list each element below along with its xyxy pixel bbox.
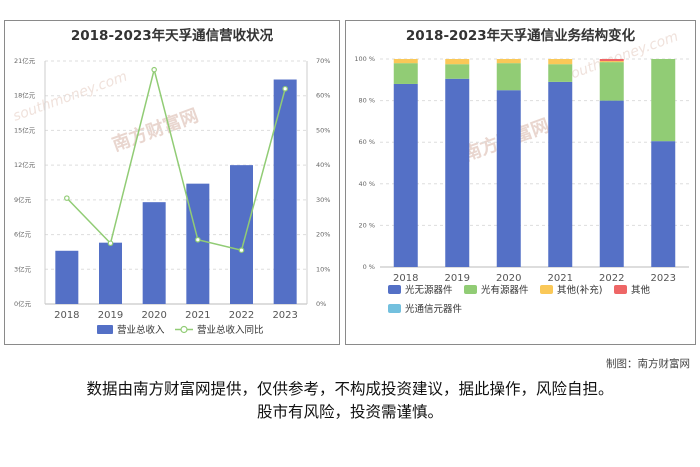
y-right-tick-label: 50%	[316, 126, 330, 134]
legend-label: 光无源器件	[405, 284, 453, 296]
x-tick-label: 2023	[272, 310, 297, 321]
legend-swatch	[388, 304, 401, 313]
x-tick-label: 2018	[54, 310, 79, 321]
x-tick-label: 2020	[496, 273, 521, 284]
x-tick-label: 2021	[548, 273, 573, 284]
y-right-tick-label: 10%	[316, 265, 330, 273]
stack-segment	[393, 83, 418, 268]
y-tick-label: 60 %	[358, 138, 375, 146]
y-left-tick-label: 15亿元	[14, 125, 36, 134]
yoy-point	[238, 247, 245, 253]
revenue-bar	[55, 250, 79, 304]
stack-segment	[548, 59, 573, 65]
stack-segment	[651, 141, 676, 267]
legend-swatch-revenue	[97, 325, 113, 334]
x-tick-label: 2018	[393, 273, 418, 284]
y-left-tick-label: 12亿元	[14, 160, 36, 169]
disclaimer-line-1: 数据由南方财富网提供，仅供参考，不构成投资建议，据此操作，风险自担。	[86, 380, 614, 398]
stack-segment	[496, 90, 521, 267]
yoy-point	[107, 240, 114, 247]
revenue-chart-title: 2018-2023年天孚通信营收状况	[70, 28, 274, 44]
revenue-bar	[142, 202, 166, 304]
y-left-tick-label: 21亿元	[14, 56, 36, 65]
stack-segment	[599, 100, 624, 267]
x-tick-label: 2021	[185, 310, 210, 321]
y-tick-label: 80 %	[358, 97, 375, 105]
structure-chart-title: 2018-2023年天孚通信业务结构变化	[405, 28, 636, 44]
legend-label: 其他	[631, 284, 651, 296]
y-right-tick-label: 0%	[316, 300, 326, 308]
stack-segment	[599, 59, 624, 62]
yoy-point	[282, 85, 288, 92]
legend-label-revenue: 营业总收入	[117, 324, 165, 336]
stack-segment	[393, 59, 418, 64]
stack-segment	[599, 62, 624, 101]
x-tick-label: 2023	[651, 273, 676, 284]
revenue-bar	[230, 165, 253, 304]
stack-segment	[393, 63, 418, 84]
y-right-tick-label: 70%	[316, 57, 330, 65]
legend-swatch	[614, 285, 627, 294]
stack-segment	[445, 64, 470, 79]
y-right-tick-label: 30%	[316, 196, 330, 204]
legend-label: 光有源器件	[481, 284, 529, 296]
y-right-tick-label: 60%	[316, 92, 330, 100]
stack-segment	[445, 78, 470, 267]
y-left-tick-label: 0亿元	[14, 299, 32, 308]
y-left-tick-label: 9亿元	[14, 195, 32, 204]
chart-credit: 制图：南方财富网	[606, 358, 690, 370]
yoy-line	[66, 69, 286, 252]
stack-segment	[651, 59, 676, 142]
stack-segment	[445, 59, 470, 65]
x-tick-label: 2019	[98, 310, 123, 321]
y-right-tick-label: 20%	[316, 231, 330, 239]
y-tick-label: 20 %	[358, 221, 375, 229]
stack-segment	[548, 64, 573, 82]
revenue-bar	[186, 183, 210, 304]
revenue-chart-panel: 2018-2023年天孚通信营收状况 南方财富网 southmoney.com 0亿…	[4, 20, 340, 345]
yoy-point	[195, 236, 201, 243]
stack-segment	[496, 63, 521, 91]
structure-chart-panel: 2018-2023年天孚通信业务结构变化 南方财富网southmoney.com…	[345, 20, 696, 345]
y-tick-label: 100 %	[354, 55, 375, 63]
stack-segment	[496, 59, 521, 64]
legend-label-yoy: 营业总收入同比	[197, 324, 264, 336]
legend-swatch	[540, 285, 553, 294]
yoy-point	[151, 66, 157, 73]
legend-label: 光通信元器件	[405, 303, 463, 315]
y-left-tick-label: 3亿元	[14, 264, 32, 273]
revenue-chart: 南方财富网southmoney.com0亿元3亿元6亿元9亿元12亿元15亿元1…	[11, 56, 331, 336]
disclaimer-line-2: 股市有风险，投资需谨慎。	[256, 403, 443, 421]
legend-marker-yoy	[180, 325, 188, 334]
legend-label: 其他(补充)	[557, 284, 602, 296]
x-tick-label: 2022	[599, 273, 624, 284]
legend-swatch	[388, 285, 401, 294]
revenue-bar	[273, 79, 297, 304]
yoy-point	[64, 195, 70, 201]
y-left-tick-label: 18亿元	[14, 91, 36, 100]
revenue-bar	[99, 242, 122, 304]
y-tick-label: 40 %	[358, 180, 375, 188]
x-tick-label: 2022	[229, 310, 254, 321]
y-left-tick-label: 6亿元	[14, 230, 32, 239]
y-right-tick-label: 40%	[316, 161, 330, 169]
legend-swatch	[464, 285, 477, 294]
x-tick-label: 2020	[141, 310, 166, 321]
stack-segment	[599, 61, 624, 63]
x-tick-label: 2019	[445, 273, 470, 284]
y-tick-label: 0 %	[363, 263, 375, 271]
stack-segment	[548, 81, 573, 267]
